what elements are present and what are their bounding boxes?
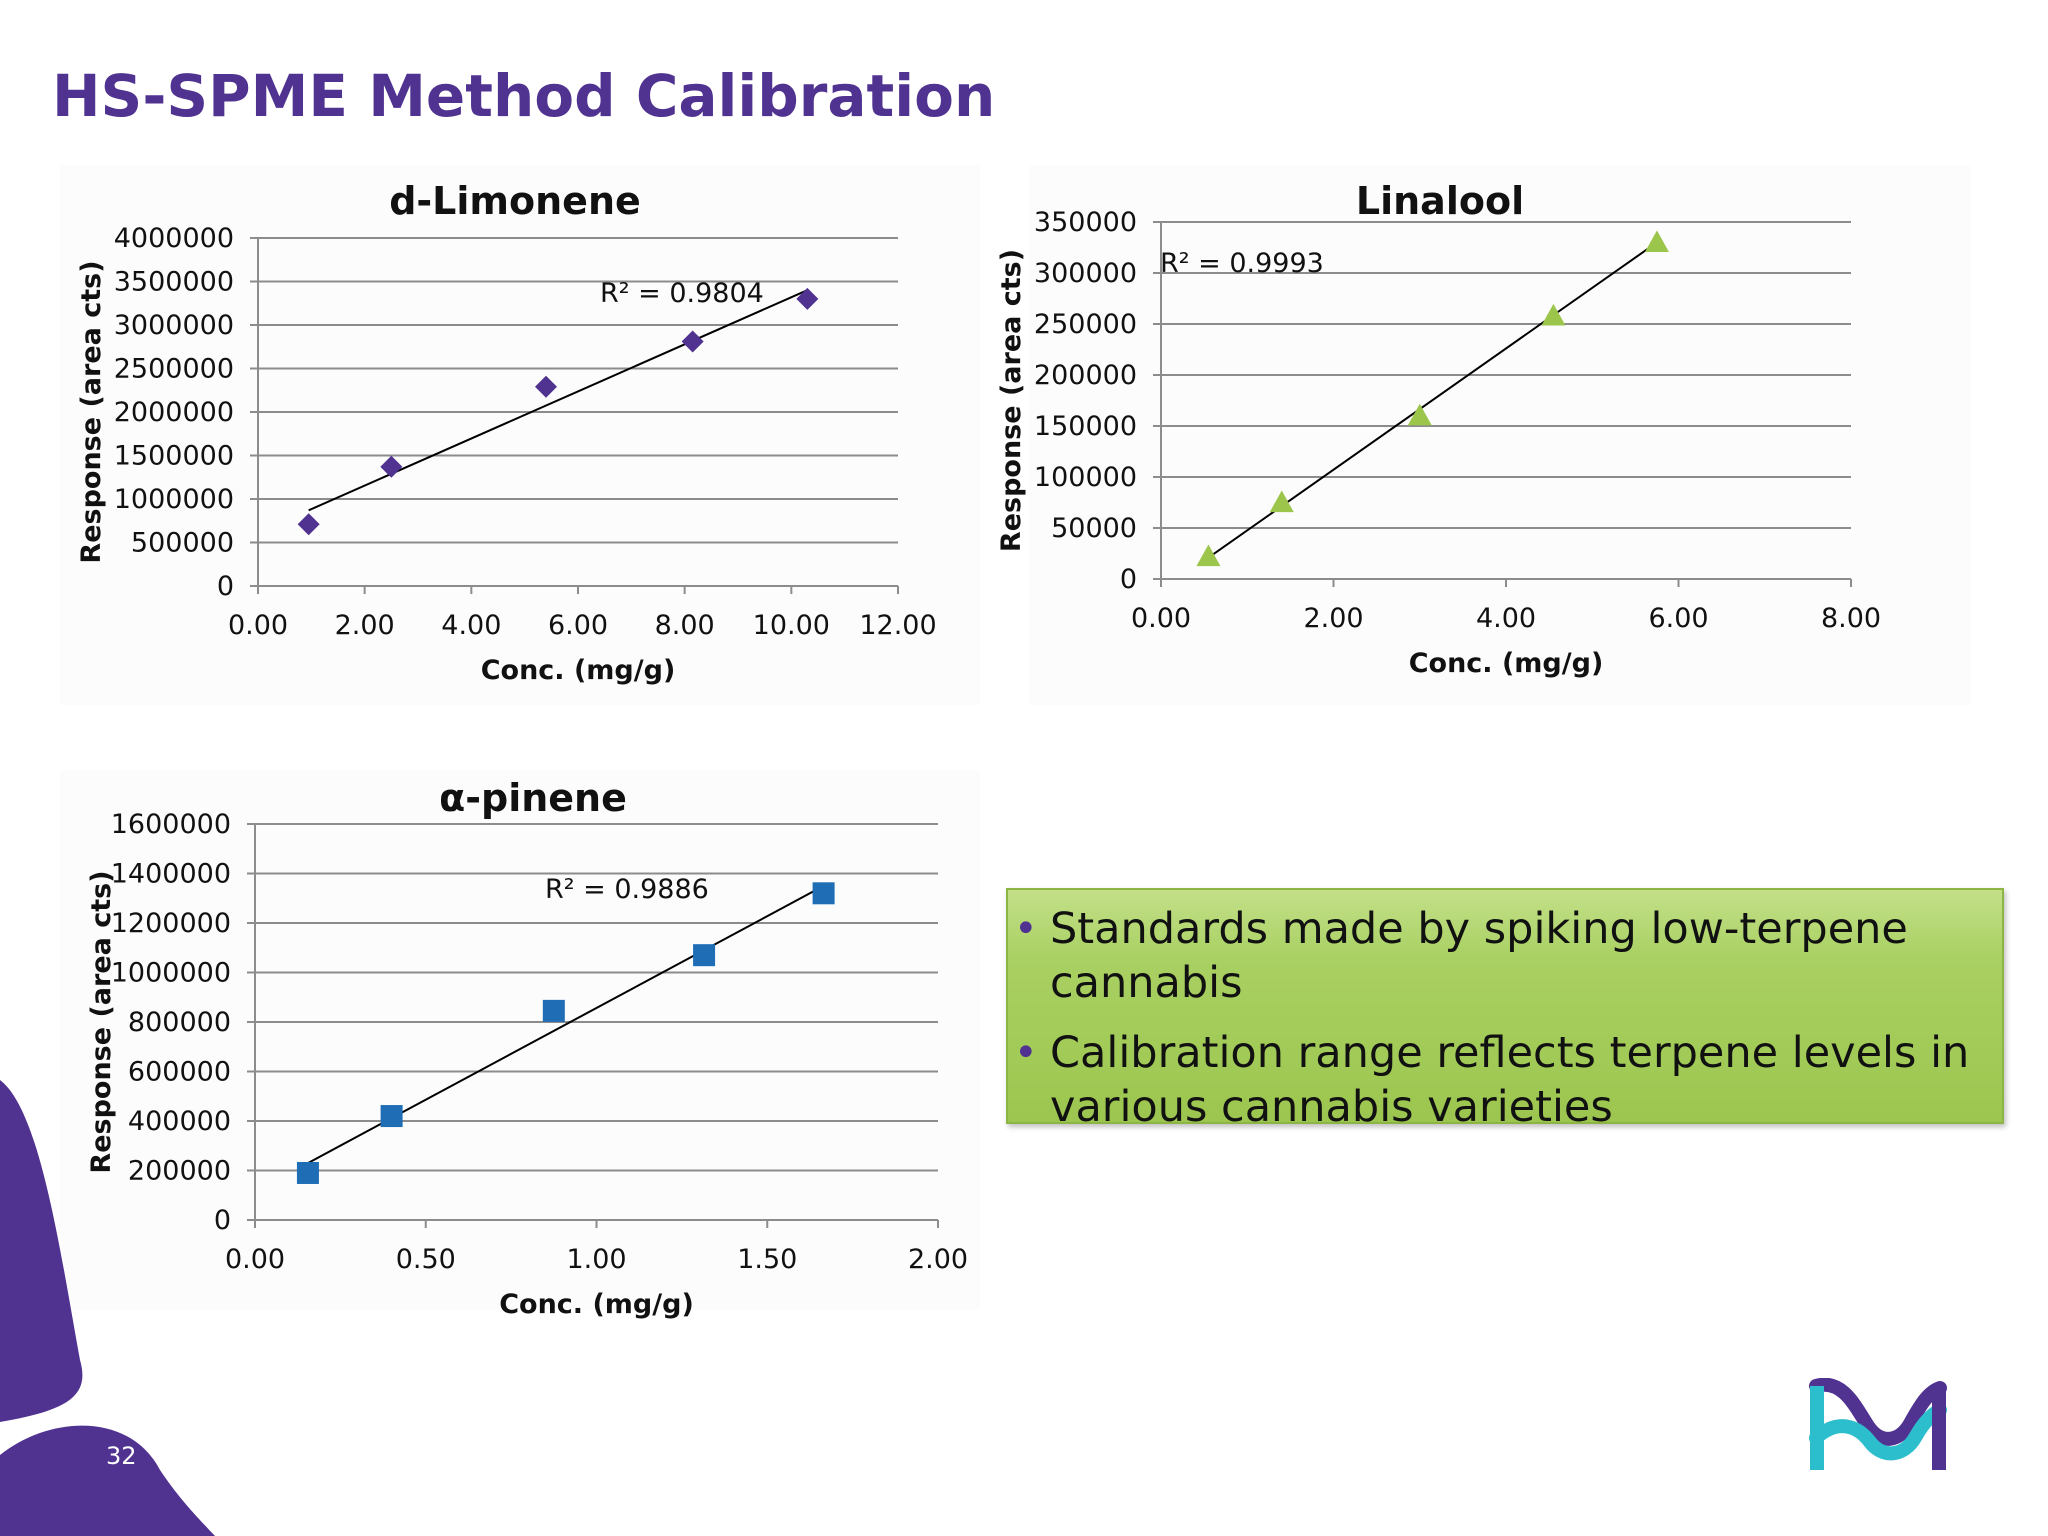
bullet-item: • Calibration range reflects terpene leve… [1008, 1026, 1978, 1134]
y-tick-label: 200000 [1034, 360, 1137, 391]
data-point [1269, 490, 1294, 513]
y-tick-label: 1500000 [114, 441, 234, 472]
chart-title: Linalool [1356, 179, 1524, 223]
y-tick-label: 800000 [128, 1007, 231, 1038]
x-tick-label: 6.00 [548, 610, 608, 641]
y-axis-label: Response (area cts) [996, 249, 1027, 552]
y-axis-label: Response (area cts) [86, 870, 117, 1173]
y-tick-label: 3000000 [114, 310, 234, 341]
x-tick-label: 4.00 [1476, 603, 1536, 634]
data-point [681, 330, 704, 353]
y-tick-label: 50000 [1051, 513, 1137, 544]
x-tick-label: 0.00 [228, 610, 288, 641]
x-tick-label: 0.00 [1131, 603, 1191, 634]
data-point [796, 287, 819, 310]
chart-background [1030, 165, 1970, 705]
data-point [297, 513, 320, 536]
y-tick-label: 400000 [128, 1106, 231, 1137]
y-tick-label: 250000 [1034, 309, 1137, 340]
r-squared-label: R² = 0.9993 [1160, 248, 1324, 279]
y-tick-label: 1000000 [111, 958, 231, 989]
y-tick-label: 150000 [1034, 411, 1137, 442]
purple-swoosh-shape [0, 1080, 83, 1422]
bullet-dot-icon: • [1014, 906, 1038, 952]
y-tick-label: 1400000 [111, 859, 231, 890]
chart-background [60, 165, 980, 705]
chart-alpha-pinene: 0 200000 400000 600000 800000 1000000 1200000 1… [60, 770, 980, 1320]
data-point [1644, 230, 1669, 252]
y-tick-label: 1200000 [111, 908, 231, 939]
y-tick-label: 600000 [128, 1057, 231, 1088]
y-tick-label: 0 [1120, 564, 1137, 595]
r-squared-label: R² = 0.9886 [545, 874, 709, 905]
purple-wave-shape [0, 1425, 215, 1536]
y-tick-label: 0 [214, 1205, 231, 1236]
x-axis-label: Conc. (mg/g) [1409, 648, 1604, 679]
bullet-text: Calibration range reflects terpene level… [1050, 1028, 1970, 1132]
chart-title: d-Limonene [389, 179, 641, 223]
data-point [542, 999, 565, 1022]
y-tick-label: 3500000 [114, 267, 234, 298]
x-axis-label: Conc. (mg/g) [499, 1289, 694, 1320]
slide-title: HS-SPME Method Calibration [52, 62, 996, 130]
bullet-item: • Standards made by spiking low-terpene c… [1008, 902, 1978, 1010]
y-tick-label: 300000 [1034, 258, 1137, 289]
x-tick-label: 1.50 [737, 1244, 797, 1275]
y-tick-label: 1000000 [114, 484, 234, 515]
data-point [812, 882, 835, 905]
y-tick-label: 200000 [128, 1156, 231, 1187]
decorative-purple-shapes [0, 1080, 215, 1536]
x-tick-label: 8.00 [1821, 603, 1881, 634]
data-point [1196, 544, 1221, 567]
bullet-dot-icon: • [1014, 1030, 1038, 1076]
x-tick-label: 2.00 [335, 610, 395, 641]
data-point [1407, 403, 1432, 426]
y-tick-label: 1600000 [111, 809, 231, 840]
x-tick-label: 1.00 [566, 1244, 626, 1275]
data-point [1541, 303, 1566, 326]
y-tick-label: 2500000 [114, 354, 234, 385]
y-tick-label: 100000 [1034, 462, 1137, 493]
data-point [296, 1161, 319, 1184]
y-tick-label: 350000 [1034, 207, 1137, 238]
data-point [380, 1105, 403, 1128]
x-tick-label: 10.00 [753, 610, 830, 641]
x-tick-label: 4.00 [441, 610, 501, 641]
x-tick-label: 0.00 [225, 1244, 285, 1275]
x-tick-label: 12.00 [859, 610, 936, 641]
data-point [693, 944, 716, 967]
x-tick-label: 8.00 [655, 610, 715, 641]
x-tick-label: 6.00 [1648, 603, 1708, 634]
data-point [380, 455, 403, 478]
y-axis-label: Response (area cts) [76, 260, 107, 563]
y-tick-label: 500000 [131, 528, 234, 559]
page-number: 32 [106, 1442, 137, 1470]
x-tick-label: 2.00 [908, 1244, 968, 1275]
bullet-callout-box: • Standards made by spiking low-terpene c… [1006, 888, 2004, 1132]
m-logo-icon [1809, 1378, 1947, 1470]
x-tick-label: 2.00 [1303, 603, 1363, 634]
x-tick-label: 0.50 [396, 1244, 456, 1275]
x-axis-label: Conc. (mg/g) [481, 655, 676, 686]
y-tick-label: 4000000 [114, 223, 234, 254]
r-squared-label: R² = 0.9804 [600, 278, 764, 309]
bullet-text: Standards made by spiking low-terpene ca… [1050, 904, 1908, 1008]
data-point [535, 375, 557, 398]
y-tick-label: 0 [217, 571, 234, 602]
bullet-list: • Standards made by spiking low-terpene c… [1008, 890, 2002, 1134]
chart-linalool: 0 50000 100000 150000 200000 250000 300000 3500… [996, 165, 1970, 705]
y-tick-label: 2000000 [114, 397, 234, 428]
chart-d-limonene: 0 500000 1000000 1500000 2000000 2500000 30000… [60, 165, 980, 705]
chart-title: α-pinene [439, 776, 627, 820]
